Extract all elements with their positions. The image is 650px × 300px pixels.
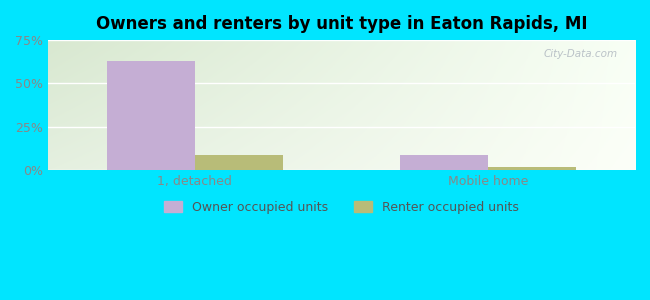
- Bar: [400, 154, 488, 170]
- Bar: [194, 154, 283, 170]
- Legend: Owner occupied units, Renter occupied units: Owner occupied units, Renter occupied un…: [159, 196, 524, 219]
- Text: City-Data.com: City-Data.com: [543, 49, 618, 59]
- Bar: [107, 61, 194, 170]
- Title: Owners and renters by unit type in Eaton Rapids, MI: Owners and renters by unit type in Eaton…: [96, 15, 587, 33]
- Bar: [488, 167, 577, 170]
